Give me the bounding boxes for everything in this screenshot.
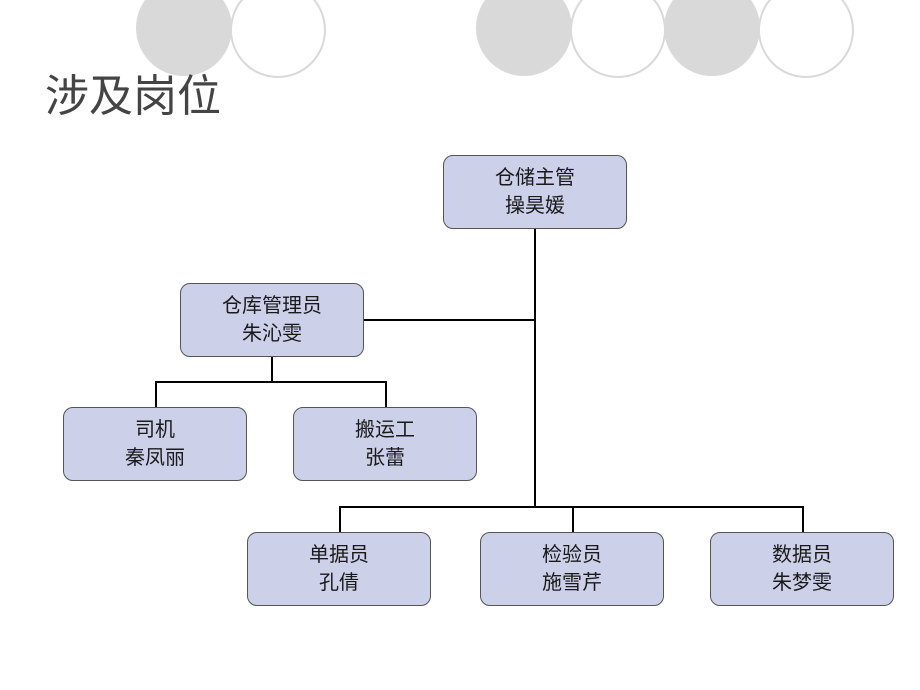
org-node-data: 数据员朱梦雯 — [710, 532, 894, 606]
connector — [155, 381, 157, 407]
connector — [364, 319, 536, 321]
connector — [572, 506, 574, 532]
node-role: 数据员 — [711, 541, 893, 569]
node-role: 检验员 — [481, 541, 663, 569]
connector — [339, 506, 341, 532]
decorative-circle — [570, 0, 666, 78]
decorative-circle — [476, 0, 572, 76]
node-role: 仓库管理员 — [181, 292, 363, 320]
connector — [385, 381, 387, 407]
org-node-bill: 单据员孔倩 — [247, 532, 431, 606]
org-node-porter: 搬运工张蕾 — [293, 407, 477, 481]
org-node-root: 仓储主管操昊媛 — [443, 155, 627, 229]
page-title: 涉及岗位 — [45, 60, 221, 124]
connector — [339, 506, 802, 508]
node-person: 操昊媛 — [444, 192, 626, 220]
connector — [271, 357, 273, 383]
node-role: 搬运工 — [294, 416, 476, 444]
node-person: 张蕾 — [294, 444, 476, 472]
node-person: 朱沁雯 — [181, 320, 363, 348]
node-person: 秦凤丽 — [64, 444, 246, 472]
node-person: 孔倩 — [248, 569, 430, 597]
diagram-canvas: 涉及岗位 仓储主管操昊媛仓库管理员朱沁雯司机秦凤丽搬运工张蕾单据员孔倩检验员施雪… — [0, 0, 920, 690]
org-node-inspect: 检验员施雪芹 — [480, 532, 664, 606]
node-role: 单据员 — [248, 541, 430, 569]
connector — [534, 319, 536, 508]
decorative-circle — [758, 0, 854, 78]
connector — [155, 381, 387, 383]
decorative-circle — [664, 0, 760, 76]
node-person: 朱梦雯 — [711, 569, 893, 597]
decorative-circle — [230, 0, 326, 78]
node-role: 司机 — [64, 416, 246, 444]
org-node-mgr: 仓库管理员朱沁雯 — [180, 283, 364, 357]
connector — [534, 229, 536, 321]
connector — [802, 506, 804, 532]
node-role: 仓储主管 — [444, 164, 626, 192]
org-node-driver: 司机秦凤丽 — [63, 407, 247, 481]
node-person: 施雪芹 — [481, 569, 663, 597]
